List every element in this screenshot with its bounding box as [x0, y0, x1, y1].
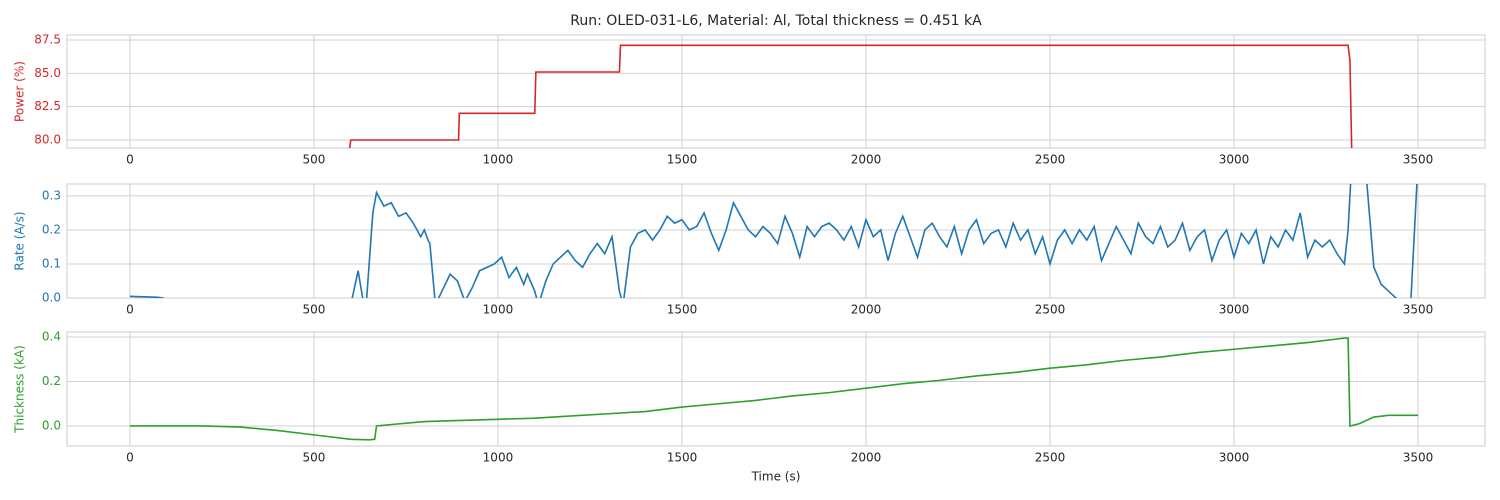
x-tick-label: 1500 — [667, 451, 698, 465]
x-tick-label: 1000 — [483, 303, 514, 317]
x-tick-label: 2500 — [1035, 153, 1066, 167]
y-tick-label: 0.1 — [42, 256, 61, 270]
y-axis-label: Thickness (kA) — [13, 345, 27, 434]
x-tick-label: 2500 — [1035, 303, 1066, 317]
y-axis-label: Rate (A/s) — [13, 211, 27, 270]
y-axis-label: Power (%) — [13, 61, 27, 122]
x-tick-label: 500 — [302, 303, 325, 317]
y-tick-label: 85.0 — [34, 66, 61, 80]
x-tick-label: 0 — [126, 303, 134, 317]
y-tick-label: 0.0 — [42, 291, 61, 305]
x-tick-label: 1500 — [667, 303, 698, 317]
axes-frame — [66, 183, 1486, 299]
x-tick-label: 3000 — [1219, 153, 1250, 167]
y-tick-label: 0.3 — [42, 188, 61, 202]
x-tick-label: 1000 — [483, 451, 514, 465]
data-line — [129, 337, 1419, 441]
x-tick-label: 3500 — [1403, 451, 1434, 465]
x-tick-label: 1500 — [667, 153, 698, 167]
y-tick-label: 0.0 — [42, 418, 61, 432]
y-tick-label: 82.5 — [34, 99, 61, 113]
y-tick-label: 87.5 — [34, 33, 61, 47]
y-tick-label: 0.2 — [42, 222, 61, 236]
x-tick-label: 0 — [126, 153, 134, 167]
y-tick-label: 80.0 — [34, 133, 61, 147]
data-line — [348, 44, 1353, 148]
data-line — [129, 184, 1418, 298]
chart-title: Run: OLED-031-L6, Material: Al, Total th… — [570, 13, 982, 29]
x-tick-label: 2000 — [851, 451, 882, 465]
x-tick-label: 500 — [302, 153, 325, 167]
x-axis-label: Time (s) — [751, 470, 801, 484]
x-tick-label: 2000 — [851, 303, 882, 317]
axes-frame — [66, 34, 1486, 149]
x-tick-label: 2000 — [851, 153, 882, 167]
x-tick-label: 2500 — [1035, 451, 1066, 465]
x-tick-label: 3500 — [1403, 153, 1434, 167]
axes-frame — [66, 331, 1486, 447]
x-tick-label: 500 — [302, 451, 325, 465]
x-tick-label: 1000 — [483, 153, 514, 167]
y-tick-label: 0.4 — [42, 330, 61, 344]
x-tick-label: 0 — [126, 451, 134, 465]
x-tick-label: 3000 — [1219, 303, 1250, 317]
x-tick-label: 3500 — [1403, 303, 1434, 317]
x-tick-label: 3000 — [1219, 451, 1250, 465]
y-tick-label: 0.2 — [42, 374, 61, 388]
